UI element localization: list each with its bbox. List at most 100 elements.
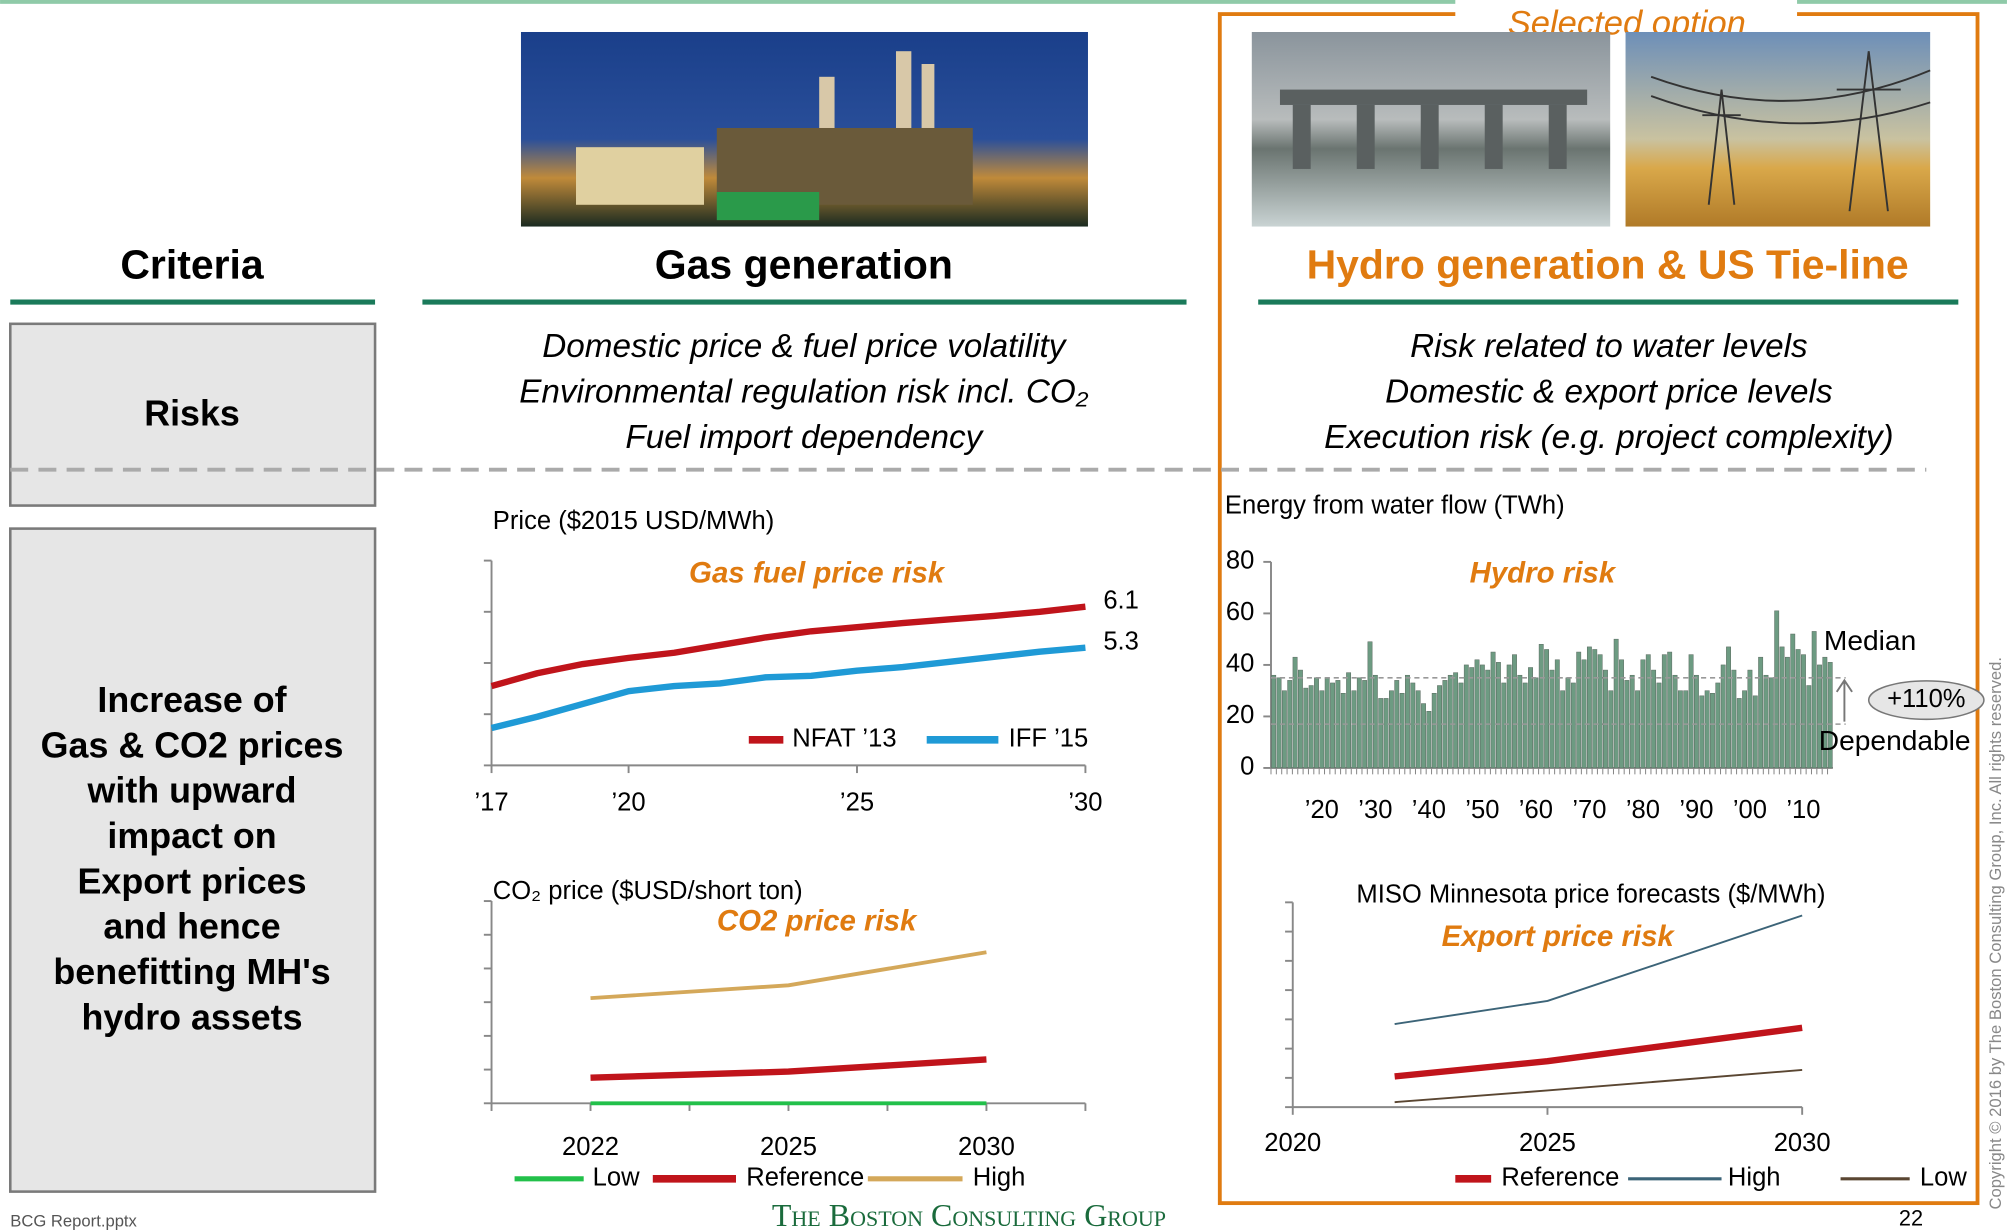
bar — [1427, 711, 1431, 768]
bar — [1689, 655, 1693, 768]
bar — [1630, 675, 1634, 768]
bar — [1560, 691, 1564, 768]
bar — [1512, 655, 1516, 768]
bar — [1277, 678, 1281, 768]
bar — [1651, 670, 1655, 768]
bar — [1416, 691, 1420, 768]
bar — [1341, 693, 1345, 768]
page-number: 22 — [1899, 1206, 1923, 1230]
bar — [1657, 683, 1661, 768]
bar — [1437, 686, 1441, 768]
legend-label: IFF ’15 — [1009, 725, 1089, 753]
bar — [1598, 655, 1602, 768]
bar — [1523, 683, 1527, 768]
bar — [1587, 647, 1591, 768]
legend-label: Reference — [1501, 1164, 1619, 1192]
legend-label: Reference — [746, 1164, 864, 1192]
bar — [1534, 678, 1538, 768]
bar — [1721, 665, 1725, 768]
risk-item: Domestic & export price levels — [1385, 373, 1832, 410]
x-tick-label: ’80 — [1626, 796, 1660, 824]
end-label: 6.1 — [1103, 586, 1139, 614]
risk-texts: Domestic price & fuel price volatilityEn… — [519, 328, 1893, 456]
chart-annotation: Export price risk — [1442, 920, 1676, 953]
y-tick-label: 60 — [1226, 598, 1254, 626]
chart-title: MISO Minnesota price forecasts ($/MWh) — [1356, 881, 1825, 909]
footer-logo: The Boston Consulting Group — [772, 1197, 1166, 1230]
series-line — [1395, 1070, 1803, 1102]
bar — [1635, 691, 1639, 768]
y-tick-label: 0 — [1240, 753, 1254, 781]
end-label: 5.3 — [1103, 627, 1139, 655]
bar — [1694, 675, 1698, 768]
series-line — [1395, 1028, 1803, 1077]
legend-label: Low — [1920, 1164, 1967, 1192]
footer-file: BCG Report.pptx — [10, 1212, 137, 1230]
criteria-header: Criteria — [120, 241, 265, 287]
bar — [1566, 678, 1570, 768]
bar — [1807, 686, 1811, 768]
series-line — [591, 1059, 987, 1077]
bar — [1555, 660, 1559, 768]
bar — [1352, 691, 1356, 768]
bar — [1518, 675, 1522, 768]
chart-title: CO₂ price ($USD/short ton) — [493, 877, 803, 905]
bar — [1330, 683, 1334, 768]
bar — [1812, 631, 1816, 768]
bar — [1528, 667, 1532, 767]
x-tick-label: ’20 — [1305, 796, 1339, 824]
impact-line: hydro assets — [82, 997, 303, 1037]
bar — [1368, 642, 1372, 768]
x-tick-label: ’50 — [1465, 796, 1499, 824]
chart-title: Price ($2015 USD/MWh) — [493, 507, 774, 535]
bar — [1716, 683, 1720, 768]
bar — [1486, 670, 1490, 768]
impact-box — [10, 529, 375, 1192]
legend-label: NFAT ’13 — [792, 725, 896, 753]
x-tick-label: 2025 — [760, 1133, 817, 1161]
bar — [1464, 665, 1468, 768]
bar — [1609, 691, 1613, 768]
legend-label: Low — [593, 1164, 640, 1192]
bar — [1796, 649, 1800, 767]
bar — [1673, 675, 1677, 768]
x-tick-label: 2020 — [1264, 1129, 1321, 1157]
bar — [1801, 655, 1805, 768]
gas-header: Gas generation — [655, 241, 953, 287]
bar — [1272, 675, 1276, 768]
legend-label: High — [1728, 1164, 1781, 1192]
risk-item: Fuel import dependency — [625, 419, 984, 456]
reference-label: Dependable — [1819, 725, 1971, 756]
x-tick-label: 2022 — [562, 1133, 619, 1161]
bar — [1593, 649, 1597, 767]
chart-annotation: Hydro risk — [1470, 556, 1617, 589]
chart-annotation: Gas fuel price risk — [689, 556, 946, 589]
bar — [1475, 660, 1479, 768]
bar — [1544, 649, 1548, 767]
bar — [1700, 696, 1704, 768]
x-tick-label: ’25 — [840, 789, 874, 817]
bar — [1641, 660, 1645, 768]
x-tick-label: 2030 — [958, 1133, 1015, 1161]
slide: Selected option Criteria Gas generation … — [0, 0, 2007, 1230]
bar — [1619, 660, 1623, 768]
x-tick-label: ’30 — [1068, 789, 1102, 817]
chart-title: Energy from water flow (TWh) — [1225, 492, 1565, 520]
bar — [1400, 693, 1404, 768]
hydro-header: Hydro generation & US Tie-line — [1307, 241, 1909, 287]
bar — [1357, 678, 1361, 768]
bar — [1309, 686, 1313, 768]
risk-item: Risk related to water levels — [1410, 328, 1807, 365]
bar — [1507, 665, 1511, 768]
charts: Price ($2015 USD/MWh) Gas fuel price risk… — [474, 492, 1983, 1192]
bar — [1603, 670, 1607, 768]
bar — [1373, 675, 1377, 768]
bar — [1710, 693, 1714, 768]
bar — [1421, 704, 1425, 768]
bar — [1753, 696, 1757, 768]
copyright: Copyright © 2016 by The Boston Consultin… — [1986, 657, 2005, 1210]
bar — [1448, 675, 1452, 768]
x-tick-label: ’70 — [1572, 796, 1606, 824]
risk-item: Execution risk (e.g. project complexity) — [1324, 419, 1893, 456]
bar — [1571, 683, 1575, 768]
